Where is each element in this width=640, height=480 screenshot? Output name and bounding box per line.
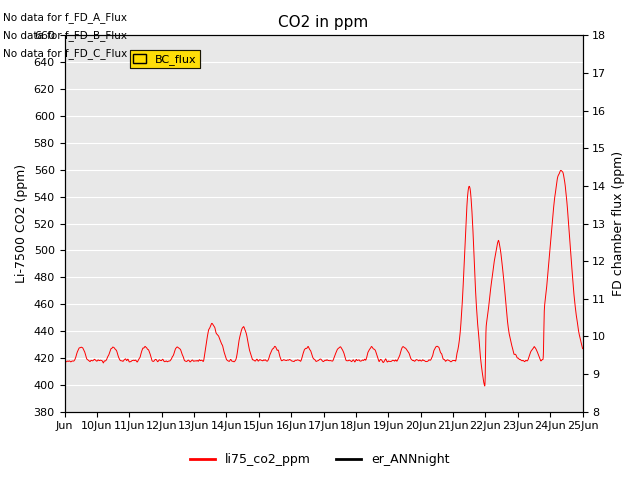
Text: No data for f_FD_C_Flux: No data for f_FD_C_Flux — [3, 48, 127, 60]
Y-axis label: FD chamber flux (ppm): FD chamber flux (ppm) — [612, 151, 625, 296]
Legend: BC_flux: BC_flux — [130, 50, 200, 68]
Y-axis label: Li-7500 CO2 (ppm): Li-7500 CO2 (ppm) — [15, 164, 28, 283]
Legend: li75_co2_ppm, er_ANNnight: li75_co2_ppm, er_ANNnight — [186, 448, 454, 471]
Text: No data for f_FD_A_Flux: No data for f_FD_A_Flux — [3, 12, 127, 23]
Title: CO2 in ppm: CO2 in ppm — [278, 15, 369, 30]
Text: No data for f_FD_B_Flux: No data for f_FD_B_Flux — [3, 30, 127, 41]
